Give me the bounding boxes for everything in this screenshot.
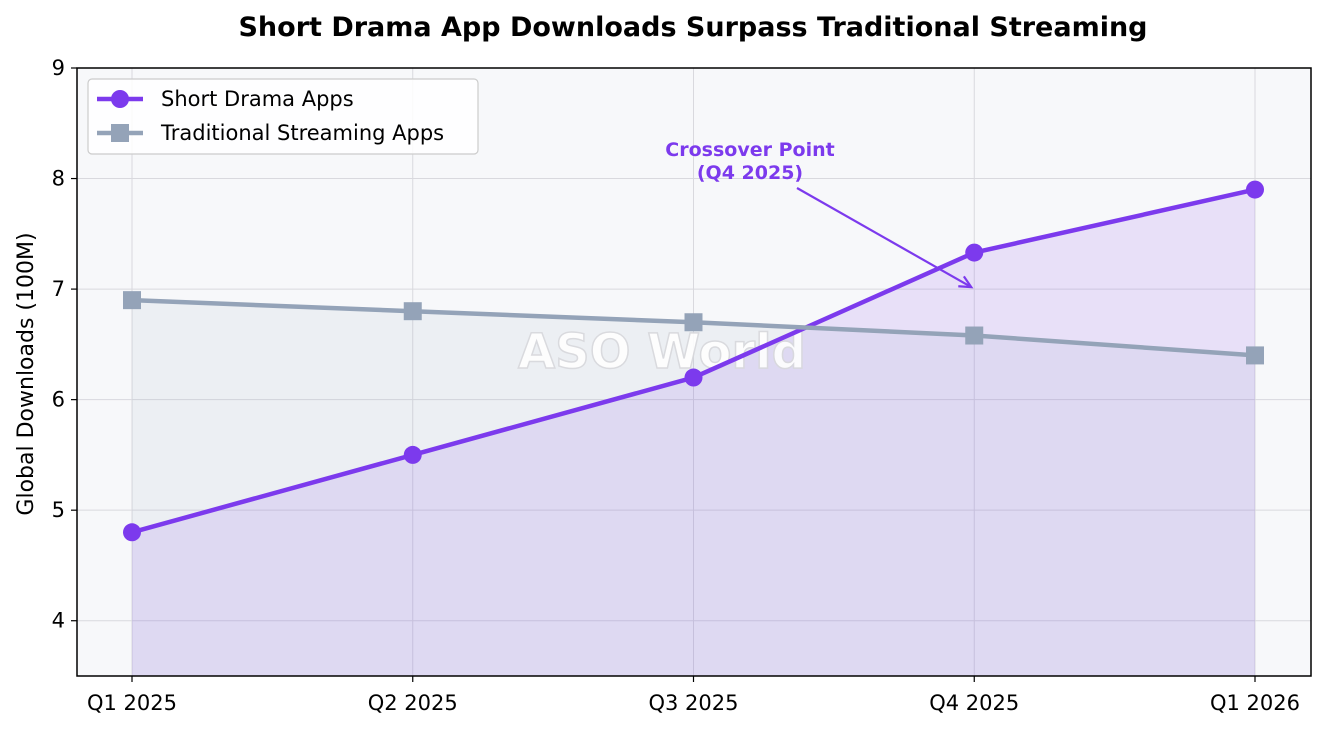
marker-square [965,326,984,345]
marker-square [403,302,422,321]
legend-label-0: Short Drama Apps [161,87,354,111]
y-tick-label: 9 [52,56,65,80]
legend-label-1: Traditional Streaming Apps [160,121,444,145]
legend: Short Drama Apps Traditional Streaming Ap… [87,78,479,155]
area-fill-1 [132,300,1255,676]
y-tick-label: 4 [52,609,65,633]
marker-square [684,313,703,332]
y-tick-label: 7 [52,277,65,301]
marker-square [1246,346,1264,365]
x-tick-label: Q4 2025 [929,691,1019,715]
area-fill-0 [132,189,1255,676]
marker-circle [1246,180,1264,199]
series-fills [132,189,1255,676]
x-tick-label: Q1 2026 [1210,691,1300,715]
annotation-arrow-line [796,187,972,289]
watermark: ASO World [518,324,806,380]
annotation-arrow-head [958,275,974,289]
annotation-line-2: (Q4 2025) [697,162,803,184]
marker-circle [965,243,984,262]
x-axis: Q1 2025 Q2 2025 Q3 2025 Q4 2025 Q1 2026 [87,676,1300,715]
x-tick-label: Q1 2025 [87,691,177,715]
y-tick-label: 6 [52,388,65,412]
legend-marker-circle [111,90,129,108]
legend-box [87,78,479,155]
chart-title: Short Drama App Downloads Surpass Tradit… [238,12,1147,43]
series-markers [123,180,1264,542]
marker-square [123,291,141,310]
annotation-line-1: Crossover Point [665,139,834,161]
y-tick-label: 8 [52,167,65,191]
y-axis: 4 5 6 7 8 9 [52,56,77,633]
y-tick-label: 5 [52,498,65,522]
marker-circle [123,523,141,542]
legend-marker-square [111,124,129,142]
x-tick-label: Q3 2025 [648,691,738,715]
marker-circle [403,445,422,464]
grid-lines [77,67,1311,676]
x-tick-label: Q2 2025 [368,691,458,715]
y-axis-label: Global Downloads (100M) [14,232,39,515]
marker-circle [684,368,703,387]
crossover-annotation: Crossover Point (Q4 2025) [665,139,974,289]
